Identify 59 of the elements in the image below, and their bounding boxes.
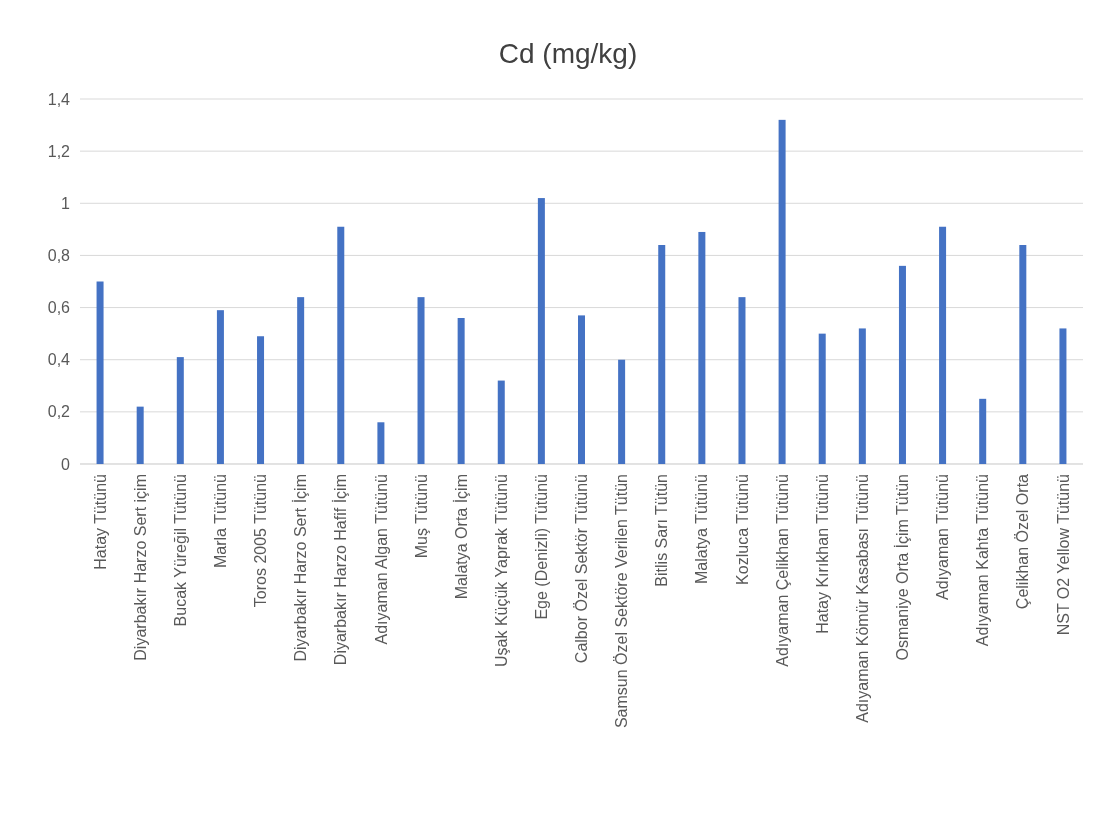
bar bbox=[497, 380, 505, 464]
x-tick-label: Diyarbakır Harzo Hafif İçim bbox=[331, 474, 350, 666]
bar bbox=[578, 315, 585, 464]
x-tick-label: Malatya Tütünü bbox=[693, 474, 711, 584]
x-tick-label: Muş Tütünü bbox=[412, 474, 430, 559]
bar bbox=[738, 297, 746, 464]
x-tick-label: Hatay Kırıkhan Tütünü bbox=[813, 474, 831, 634]
x-tick-label: Adıyaman Tütünü bbox=[934, 474, 952, 601]
bar bbox=[176, 357, 184, 464]
bar bbox=[257, 336, 265, 464]
x-tick-label: Toros 2005 Tütünü bbox=[252, 474, 270, 608]
x-tick-label: Marla Tütünü bbox=[212, 474, 230, 568]
y-tick-label: 1 bbox=[61, 194, 71, 212]
bar bbox=[216, 310, 224, 464]
y-tick-label: 0,8 bbox=[47, 247, 71, 265]
chart-title: Cd (mg/kg) bbox=[498, 38, 638, 69]
x-tick-label: Adıyaman Algan Tütünü bbox=[372, 474, 390, 645]
y-tick-label: 1,4 bbox=[47, 90, 71, 108]
x-tick-label: Bucak Yüreğil Tütünü bbox=[171, 474, 189, 627]
x-tick-label: Hatay Tütünü bbox=[91, 474, 109, 570]
x-tick-label: Calbor Özel Sektör Tütünü bbox=[573, 474, 591, 664]
x-tick-label: Samsun Özel Sektöre Verilen Tütün bbox=[613, 474, 631, 729]
bar bbox=[417, 297, 425, 464]
bar bbox=[136, 406, 144, 464]
y-tick-label: 0,4 bbox=[47, 351, 71, 369]
x-tick-label: Diyarbakır Harzo Sert içim bbox=[131, 474, 149, 661]
x-tick-label: Çelikhan Özel Orta bbox=[1014, 473, 1032, 610]
bar bbox=[698, 231, 706, 464]
bar bbox=[1019, 245, 1027, 464]
x-tick-label: Osmaniye Orta İçim Tütün bbox=[893, 474, 912, 661]
x-tick-label: Adıyaman Kömür Kasabası Tütünü bbox=[853, 474, 871, 723]
x-tick-label: Ege (Denizli) Tütünü bbox=[532, 474, 550, 620]
bar bbox=[818, 333, 826, 464]
bar bbox=[858, 328, 866, 464]
bar bbox=[939, 226, 947, 464]
y-tick-label: 0 bbox=[61, 455, 71, 473]
x-tick-label: Bitlis Sarı Tütün bbox=[653, 474, 671, 587]
x-tick-label: Adıyaman Kahta Tütünü bbox=[974, 474, 992, 647]
bar bbox=[898, 265, 906, 464]
x-tick-label: NST O2 Yellow Tütünü bbox=[1054, 474, 1072, 636]
y-tick-label: 0,2 bbox=[47, 403, 71, 421]
bar bbox=[1059, 328, 1067, 464]
x-tick-label: Diyarbakır Harzo Sert İçim bbox=[291, 474, 310, 662]
y-tick-label: 0,6 bbox=[47, 299, 71, 317]
bar bbox=[778, 119, 786, 464]
bar bbox=[457, 318, 465, 464]
x-tick-label: Uşak Küçük Yaprak Tütünü bbox=[492, 474, 510, 667]
x-tick-label: Adıyaman Çelikhan Tütünü bbox=[773, 474, 791, 667]
y-tick-label: 1,2 bbox=[47, 142, 71, 160]
bar bbox=[96, 281, 104, 464]
bar bbox=[337, 226, 345, 464]
bar bbox=[297, 297, 305, 464]
bar bbox=[537, 198, 545, 464]
bar bbox=[618, 359, 626, 464]
bar bbox=[377, 422, 385, 464]
x-tick-label: Malatya Orta İçim bbox=[451, 474, 470, 600]
bar bbox=[979, 398, 987, 464]
bar bbox=[658, 245, 666, 464]
x-tick-label: Kozluca Tütünü bbox=[733, 474, 751, 585]
